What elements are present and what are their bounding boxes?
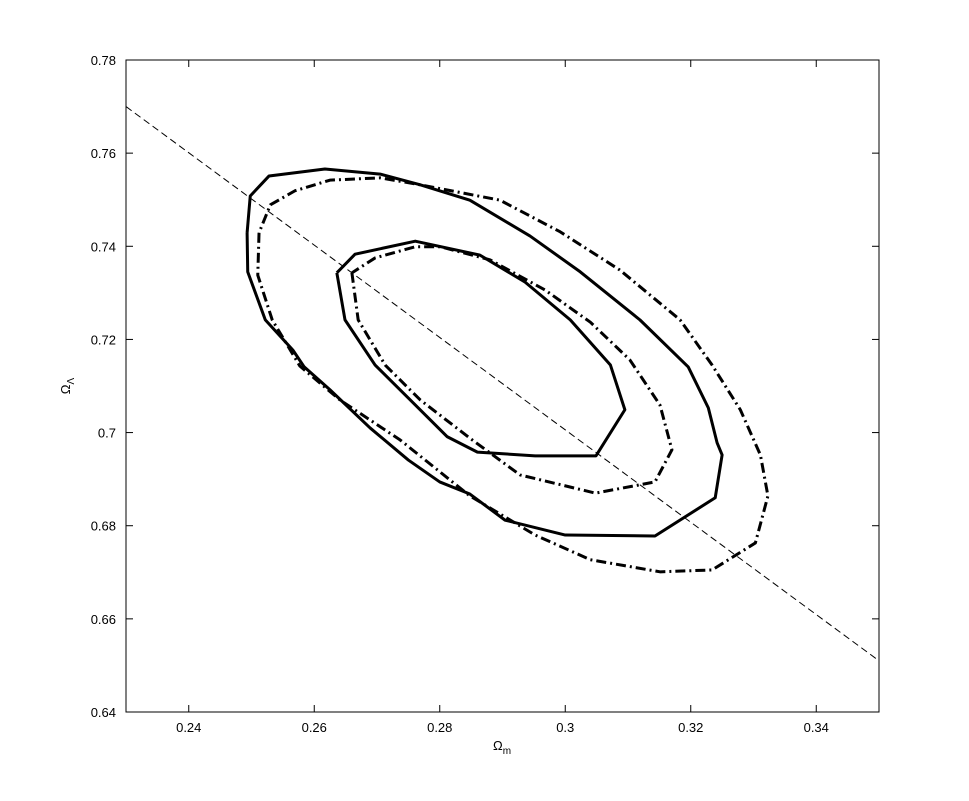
- contour-line: [125, 106, 880, 662]
- y-tick-label: 0.76: [91, 146, 116, 161]
- y-tick-label: 0.7: [98, 426, 116, 441]
- y-tick-label: 0.66: [91, 612, 116, 627]
- y-axis-label: ΩΛ: [58, 377, 77, 394]
- x-label-subscript: m: [503, 746, 511, 757]
- x-tick-label: 0.32: [678, 720, 703, 735]
- x-axis-label: Ωm: [493, 738, 511, 757]
- x-tick-label: 0.34: [804, 720, 829, 735]
- x-tick-label: 0.24: [176, 720, 201, 735]
- y-label-symbol: Ω: [58, 384, 73, 394]
- x-tick-label: 0.28: [427, 720, 452, 735]
- y-label-subscript: Λ: [66, 377, 77, 384]
- y-tick-label: 0.72: [91, 332, 116, 347]
- x-tick-label: 0.3: [556, 720, 574, 735]
- y-tick-label: 0.78: [91, 53, 116, 68]
- contour-line: [256, 176, 770, 574]
- y-tick-label: 0.74: [91, 239, 116, 254]
- plot-frame: [125, 59, 880, 713]
- y-tick-label: 0.68: [91, 519, 116, 534]
- contour-line: [350, 245, 674, 495]
- x-tick-label: 0.26: [302, 720, 327, 735]
- y-tick-label: 0.64: [91, 705, 116, 720]
- contour-line: [245, 167, 724, 538]
- x-label-symbol: Ω: [493, 738, 503, 753]
